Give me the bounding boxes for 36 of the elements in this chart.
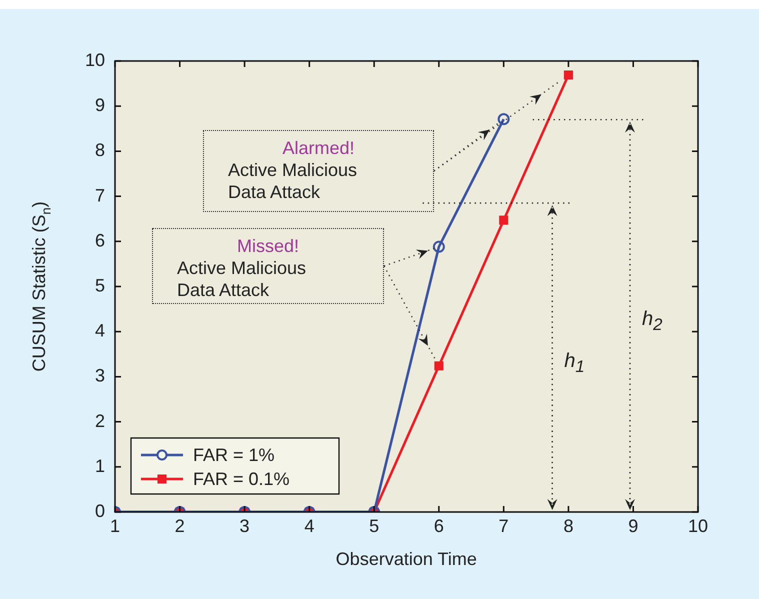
y-tick-label: 8 xyxy=(94,140,105,160)
legend-label: FAR = 1% xyxy=(193,444,275,465)
y-tick-label: 10 xyxy=(84,50,105,70)
point xyxy=(432,240,445,253)
x-tick-label: 3 xyxy=(240,516,250,536)
x-tick-label: 5 xyxy=(369,516,380,536)
annotation: h$_{2}$ xyxy=(642,308,662,335)
x-tick-label: 9 xyxy=(628,516,638,536)
y-tick-label: 1 xyxy=(94,456,105,476)
point xyxy=(564,70,573,80)
x-tick-label: 8 xyxy=(563,516,574,536)
y-tick-label: 2 xyxy=(94,410,105,431)
x-tick-label: 6 xyxy=(434,516,444,536)
y-axis-title: CUSUM Statistic (Sn) xyxy=(29,201,54,372)
annotation: h$_{1}$ xyxy=(564,350,585,377)
y-tick-label: 7 xyxy=(94,185,105,206)
annotation: Active Malicious Data Attack xyxy=(177,257,308,301)
y-tick-label: 4 xyxy=(94,320,105,341)
x-tick-label: 7 xyxy=(498,516,509,536)
x-tick-label: 2 xyxy=(174,516,185,536)
y-tick-label: 3 xyxy=(94,366,105,386)
y-tick-label: 6 xyxy=(94,230,105,250)
annotation: Alarmed! xyxy=(281,137,356,159)
x-axis-title: Observation Time xyxy=(336,549,477,569)
annotation: Active Malicious Data Attack xyxy=(228,159,358,203)
y-tick-label: 0 xyxy=(94,500,105,521)
x-tick-label: 4 xyxy=(304,516,314,536)
x-tick-label: 10 xyxy=(688,516,708,536)
point xyxy=(499,216,508,225)
legend-label: FAR = 0.1% xyxy=(193,468,290,489)
point xyxy=(498,113,510,126)
y-tick-label: 9 xyxy=(94,95,105,116)
y-tick-label: 5 xyxy=(94,275,105,296)
x-tick-label: 1 xyxy=(110,516,120,536)
point xyxy=(434,361,444,370)
annotation: Missed! xyxy=(236,235,300,257)
